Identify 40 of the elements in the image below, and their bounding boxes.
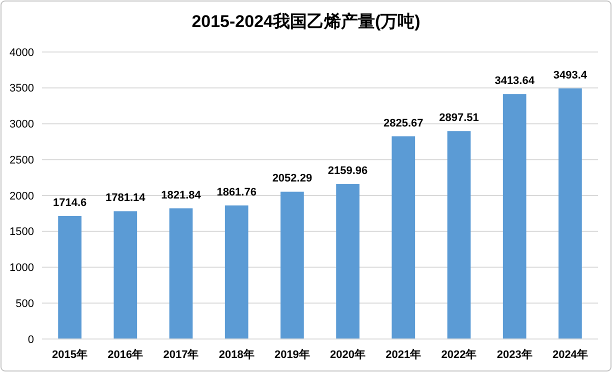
x-tick-label: 2022年 bbox=[441, 348, 477, 361]
data-label: 3413.64 bbox=[494, 75, 536, 88]
x-tick-label: 2015年 bbox=[52, 348, 88, 361]
x-tick-label: 2016年 bbox=[108, 348, 144, 361]
y-tick-label: 4000 bbox=[10, 46, 34, 59]
bar bbox=[336, 184, 360, 339]
y-tick-label: 1000 bbox=[10, 262, 34, 274]
x-tick-label: 2024年 bbox=[552, 348, 588, 361]
data-label: 1714.6 bbox=[52, 196, 87, 209]
x-tick-label: 2019年 bbox=[274, 348, 310, 361]
y-tick-label: 2500 bbox=[10, 154, 34, 166]
bar bbox=[392, 136, 416, 339]
bar bbox=[114, 211, 138, 339]
bar bbox=[447, 131, 471, 339]
y-tick-label: 3500 bbox=[10, 82, 34, 95]
data-label: 2052.29 bbox=[272, 172, 312, 185]
x-tick-label: 2017年 bbox=[163, 348, 199, 361]
data-label: 3493.4 bbox=[553, 69, 588, 82]
bar bbox=[224, 205, 248, 339]
bar bbox=[169, 208, 193, 339]
y-tick-label: 500 bbox=[16, 298, 34, 310]
x-tick-label: 2023年 bbox=[496, 348, 532, 361]
data-label: 1781.14 bbox=[106, 192, 146, 204]
x-tick-label: 2020年 bbox=[330, 348, 366, 361]
bar bbox=[502, 94, 526, 339]
data-label: 1861.76 bbox=[216, 186, 256, 198]
y-tick-label: 1500 bbox=[10, 226, 34, 238]
data-label: 1821.84 bbox=[161, 189, 202, 202]
bar bbox=[58, 216, 82, 339]
y-tick-label: 3000 bbox=[10, 118, 34, 131]
y-tick-label: 2000 bbox=[10, 190, 34, 202]
bar bbox=[558, 88, 582, 339]
x-tick-label: 2018年 bbox=[218, 348, 254, 361]
data-label: 2897.51 bbox=[439, 112, 479, 124]
data-label: 2825.67 bbox=[384, 117, 424, 130]
chart-title: 2015-2024我国乙烯产量(万吨) bbox=[192, 12, 420, 31]
y-tick-label: 0 bbox=[28, 334, 34, 346]
data-label: 2159.96 bbox=[328, 165, 368, 178]
x-tick-label: 2021年 bbox=[386, 348, 422, 361]
bar bbox=[280, 192, 304, 339]
